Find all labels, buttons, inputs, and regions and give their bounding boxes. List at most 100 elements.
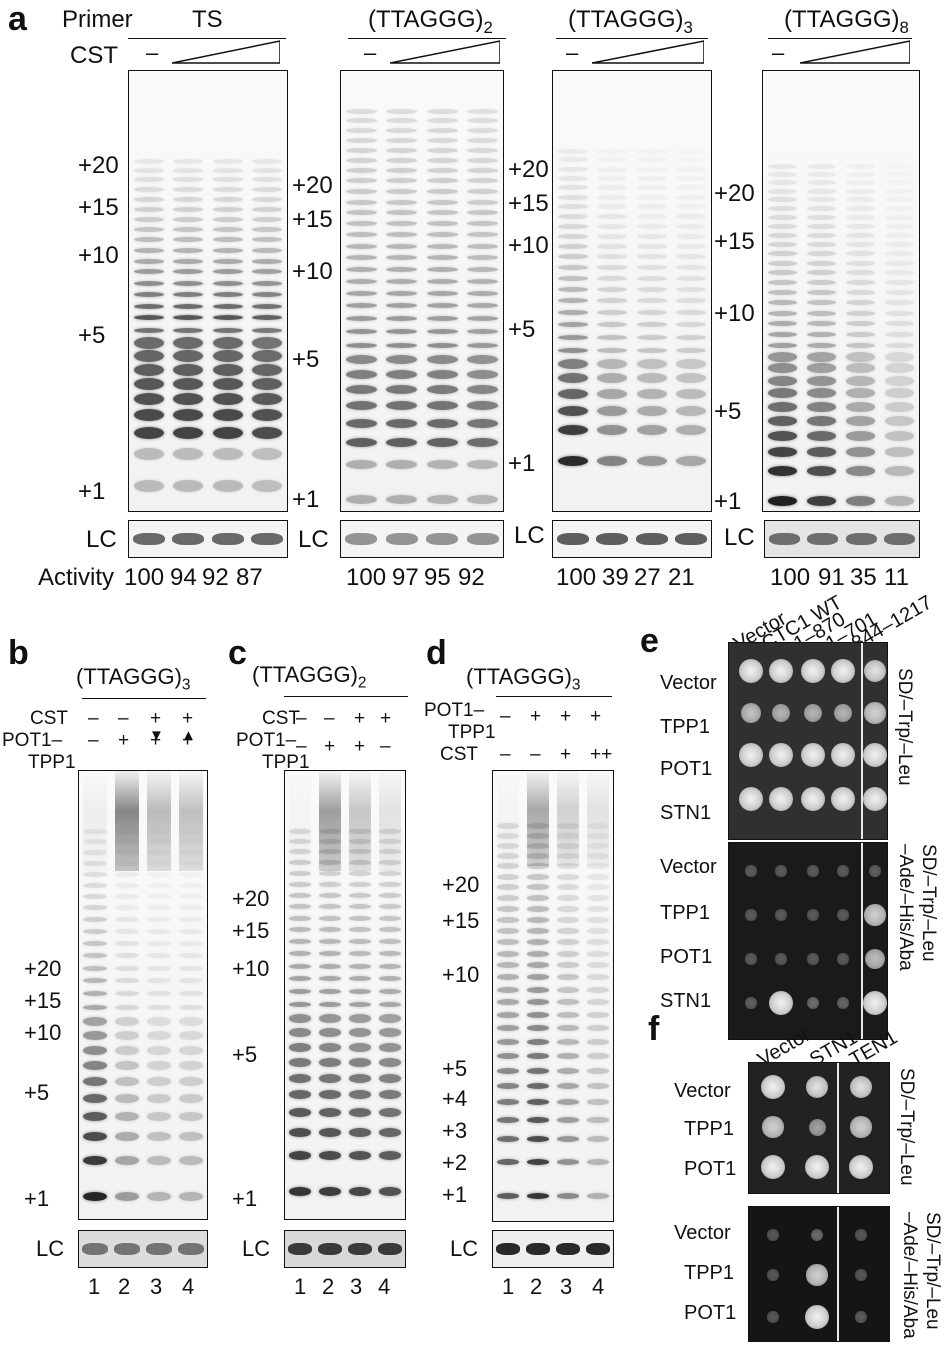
gel-band	[378, 828, 402, 834]
gel-band	[597, 275, 628, 281]
gel-band	[426, 108, 458, 114]
gel-band	[557, 243, 588, 249]
gel-band	[386, 369, 418, 379]
gel-band	[767, 388, 798, 399]
gel-band	[345, 188, 377, 194]
gel-band	[378, 1108, 402, 1118]
gel-band	[252, 167, 283, 173]
lc-label: LC	[36, 1236, 65, 1261]
gel-band	[146, 1045, 172, 1055]
gel-band	[597, 194, 628, 200]
gel-lane	[114, 771, 140, 1219]
gel-band	[556, 950, 580, 957]
gel-band	[146, 1191, 172, 1201]
gel-band	[178, 1060, 204, 1070]
gel-band	[288, 893, 312, 899]
yeast-colony	[769, 787, 793, 811]
activity-value: 27	[634, 564, 661, 591]
gel-band	[82, 916, 108, 922]
gel-band	[676, 194, 707, 200]
gel-band	[348, 951, 372, 957]
gel-band	[348, 1013, 372, 1023]
gel-band	[173, 363, 204, 376]
gel-band	[133, 187, 164, 193]
gel-band	[636, 298, 667, 304]
gel-band	[345, 178, 377, 184]
gel-band	[767, 321, 798, 327]
gel-band	[586, 974, 610, 981]
gel-band	[386, 178, 418, 184]
gel-band	[348, 904, 372, 910]
loading-control-band-box	[492, 1230, 614, 1268]
size-marker: +10	[232, 956, 270, 981]
gel-band	[178, 1076, 204, 1086]
gel-band	[288, 904, 312, 910]
gel-band	[386, 210, 418, 216]
bait-row-label: STN1	[660, 802, 712, 824]
gel-band	[173, 377, 204, 390]
gel-band	[178, 1191, 204, 1201]
activity-value: 21	[668, 564, 695, 591]
loading-control-band	[884, 532, 916, 546]
gel-band	[597, 425, 628, 436]
gel-band	[345, 147, 377, 153]
gel-band	[348, 1057, 372, 1067]
cst-row-label: CST	[30, 708, 68, 729]
size-marker: +15	[714, 228, 755, 255]
gel-band	[676, 167, 706, 172]
gel-band	[806, 163, 837, 169]
gel-band	[676, 334, 707, 340]
gel-band	[378, 915, 402, 921]
activity-value: 94	[170, 564, 197, 591]
gel-band	[348, 1042, 372, 1052]
gel-band	[212, 237, 243, 243]
gel-band	[318, 828, 342, 834]
gel-band	[212, 327, 243, 333]
gel-band	[133, 291, 164, 297]
condition-mark: +	[380, 708, 392, 729]
gel-band	[288, 1013, 312, 1023]
gel-band	[845, 430, 876, 441]
gel-band	[845, 310, 876, 316]
gel-band	[845, 447, 876, 458]
size-marker: +5	[442, 1056, 468, 1081]
yeast-colony	[801, 659, 825, 683]
gel-band	[348, 838, 372, 844]
gel-band	[378, 1090, 402, 1100]
gel-band	[348, 976, 372, 982]
size-marker: +20	[24, 956, 62, 981]
gel-band	[212, 158, 243, 164]
gel-lane	[806, 71, 837, 511]
gel-band	[114, 1112, 140, 1122]
gel-band	[426, 329, 458, 335]
gel-band	[586, 853, 610, 860]
gel-band	[557, 347, 588, 353]
gel-band	[496, 894, 520, 901]
gel-band	[212, 291, 243, 297]
primer-underline	[768, 38, 912, 39]
size-marker: +5	[508, 316, 536, 343]
gel-band	[557, 213, 588, 219]
gel-band	[526, 927, 550, 934]
bait-row-label: POT1	[660, 758, 713, 780]
gel-band	[557, 148, 588, 154]
gel-band	[252, 206, 283, 212]
gel-band	[884, 280, 915, 286]
gel-band	[146, 928, 172, 934]
gel-band	[767, 466, 798, 477]
gel-band	[114, 849, 140, 855]
high-molecular-weight-smear	[114, 771, 140, 871]
gel-band	[288, 1151, 312, 1161]
gel-band	[252, 247, 283, 253]
size-marker: +1	[232, 1186, 258, 1211]
gel-band	[586, 832, 610, 839]
gel-band	[676, 185, 706, 190]
gel-band	[884, 401, 915, 412]
gel-band	[467, 401, 499, 411]
gel-band	[426, 232, 458, 238]
gel-band	[173, 303, 204, 309]
gel-band	[556, 974, 580, 981]
gel-band	[212, 409, 243, 422]
gel-band	[526, 853, 550, 860]
gel-band	[556, 1158, 580, 1165]
